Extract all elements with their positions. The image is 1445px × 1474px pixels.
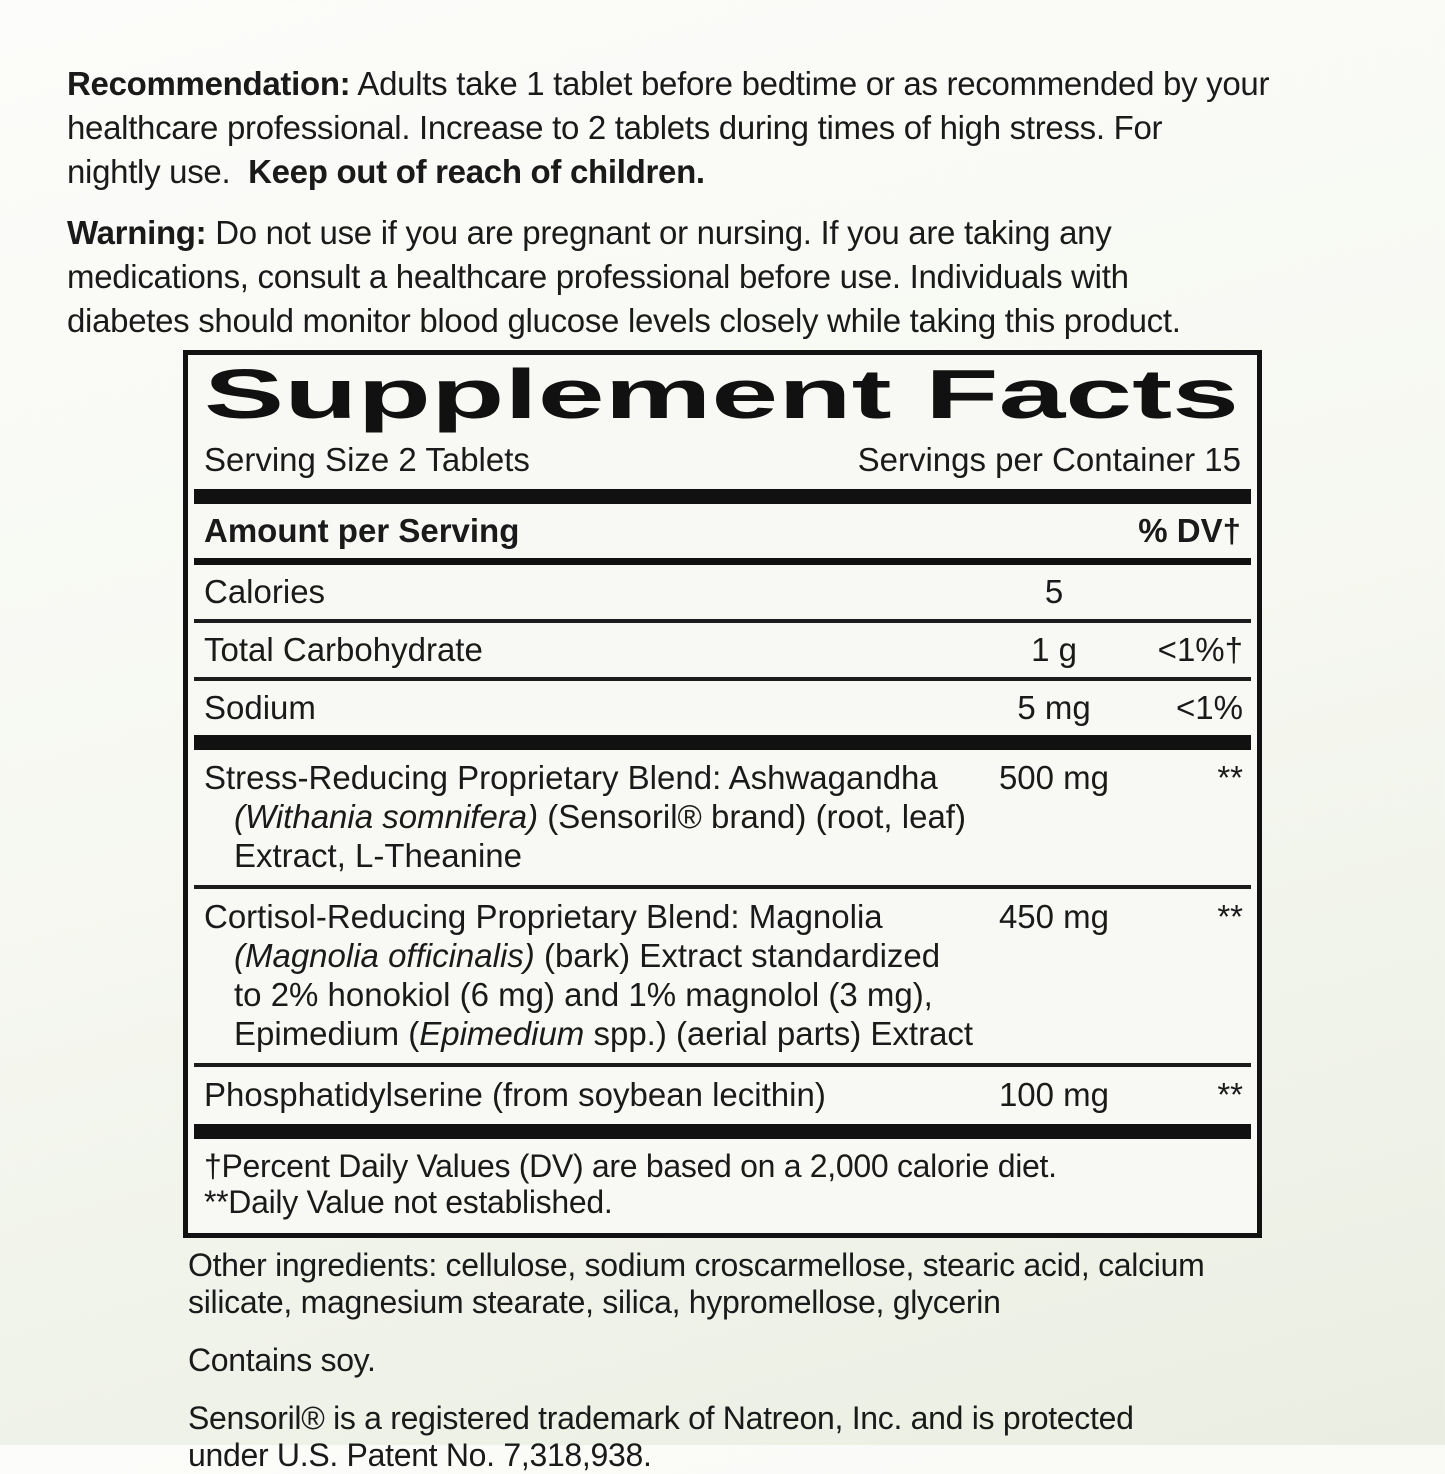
blend-name: Phosphatidylserine (from soybean lecithi…	[204, 1076, 826, 1113]
text-line: Epimedium (Epimedium spp.) (aerial parts…	[234, 1015, 974, 1052]
warning-paragraph: Warning: Do not use if you are pregnant …	[67, 211, 1445, 343]
text-line: healthcare professional. Increase to 2 t…	[67, 109, 1163, 146]
text-line: diabetes should monitor blood glucose le…	[67, 302, 1181, 339]
text-line: Recommendation: Adults take 1 tablet bef…	[67, 65, 1270, 102]
text-line: Sensoril® is a registered trademark of N…	[188, 1400, 1134, 1436]
nutrient-name: Calories	[204, 573, 326, 610]
blend-row-cortisol-reducing: Cortisol-Reducing Proprietary Blend: Mag…	[202, 889, 1243, 1063]
blend-amount: 500 mg	[998, 759, 1110, 796]
text-line: (Magnolia officinalis) (bark) Extract st…	[234, 937, 941, 974]
blend-main-line: Stress-Reducing Proprietary Blend: Ashwa…	[204, 758, 1243, 797]
nutrient-amount: 5	[1044, 573, 1064, 610]
text-line: (Withania somnifera) (Sensoril® brand) (…	[234, 798, 966, 835]
blend-row-stress-reducing: Stress-Reducing Proprietary Blend: Ashwa…	[202, 750, 1243, 885]
text-line: to 2% honokiol (6 mg) and 1% magnolol (3…	[234, 976, 933, 1013]
blend-dv: **	[1217, 898, 1243, 935]
text-line: under U.S. Patent No. 7,318,938.	[188, 1437, 652, 1473]
nutrient-dv: <1%	[1176, 689, 1243, 726]
text-line: Other ingredients: cellulose, sodium cro…	[188, 1247, 1205, 1283]
blend-details: (Withania somnifera) (Sensoril® brand) (…	[234, 797, 1241, 875]
text-line: **Daily Value not established.	[204, 1184, 613, 1220]
nutrient-row-sodium: Sodium 5 mg <1%	[202, 681, 1243, 735]
blend-row-phosphatidylserine: Phosphatidylserine (from soybean lecithi…	[202, 1067, 1243, 1124]
supplement-facts-title: Supplement Facts	[204, 361, 1239, 433]
blend-main-line: Phosphatidylserine (from soybean lecithi…	[204, 1075, 1243, 1114]
thin-rule	[194, 885, 1251, 889]
blend-details: (Magnolia officinalis) (bark) Extract st…	[234, 936, 1241, 1053]
blend-name: Cortisol-Reducing Proprietary Blend: Mag…	[204, 898, 883, 935]
text-line: Extract, L-Theanine	[234, 837, 522, 874]
blend-main-line: Cortisol-Reducing Proprietary Blend: Mag…	[204, 897, 1243, 936]
nutrient-amount: 5 mg	[1017, 689, 1091, 726]
trademark-statement: Sensoril® is a registered trademark of N…	[188, 1400, 1445, 1474]
nutrient-row-total-carbohydrate: Total Carbohydrate 1 g <1%†	[202, 623, 1243, 677]
other-ingredients: Other ingredients: cellulose, sodium cro…	[188, 1247, 1445, 1321]
blend-amount: 100 mg	[998, 1076, 1110, 1113]
medium-rule	[194, 558, 1251, 565]
text-line: silicate, magnesium stearate, silica, hy…	[188, 1284, 1001, 1320]
nutrient-name: Sodium	[204, 689, 316, 726]
serving-row: Serving Size 2 Tablets Servings per Cont…	[202, 433, 1243, 489]
blend-dv: **	[1217, 1076, 1243, 1113]
text-line: Contains soy.	[188, 1342, 376, 1378]
recommendation-paragraph: Recommendation: Adults take 1 tablet bef…	[67, 62, 1445, 194]
text-line: †Percent Daily Values (DV) are based on …	[204, 1148, 1057, 1184]
text-line: nightly use. Keep out of reach of childr…	[67, 153, 705, 190]
footnotes: †Percent Daily Values (DV) are based on …	[202, 1139, 1243, 1233]
column-header-row: Amount per Serving % DV†	[202, 504, 1243, 558]
serving-size: Serving Size 2 Tablets	[204, 441, 530, 478]
thick-rule	[194, 735, 1251, 750]
thin-rule	[194, 1063, 1251, 1067]
thick-rule	[194, 489, 1251, 504]
contains-statement: Contains soy.	[188, 1342, 1445, 1379]
blend-amount: 450 mg	[998, 898, 1110, 935]
servings-per-container: Servings per Container 15	[857, 441, 1241, 478]
amount-per-serving-header: Amount per Serving	[204, 512, 520, 549]
nutrient-amount: 1 g	[1031, 631, 1077, 668]
thick-rule	[194, 1124, 1251, 1139]
supplement-facts-panel: Supplement Facts Serving Size 2 Tablets …	[183, 350, 1262, 1238]
panel-title-text: Supplement Facts	[204, 361, 1239, 433]
percent-dv-header: % DV†	[1138, 512, 1241, 549]
text-line: Warning: Do not use if you are pregnant …	[67, 214, 1112, 251]
thin-rule	[194, 677, 1251, 681]
nutrient-name: Total Carbohydrate	[204, 631, 483, 668]
blend-dv: **	[1217, 759, 1243, 796]
blend-name: Stress-Reducing Proprietary Blend: Ashwa…	[204, 759, 938, 796]
nutrient-dv: <1%†	[1157, 631, 1243, 668]
label-footer: Other ingredients: cellulose, sodium cro…	[188, 1247, 1445, 1474]
thin-rule	[194, 619, 1251, 623]
nutrient-row-calories: Calories 5	[202, 565, 1243, 619]
text-line: medications, consult a healthcare profes…	[67, 258, 1129, 295]
